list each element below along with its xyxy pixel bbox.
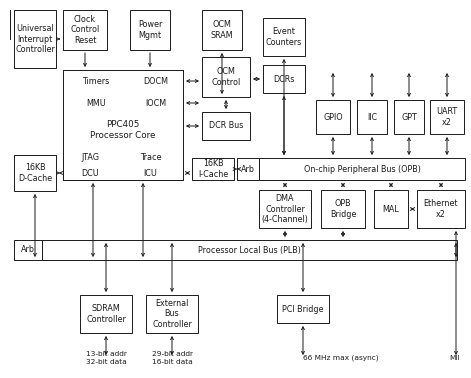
Bar [14,10,56,68]
Bar [129,92,183,114]
Bar [417,190,465,228]
Text: DCR Bus: DCR Bus [209,121,243,130]
Bar [118,148,183,166]
Text: 13-bit addr
32-bit data: 13-bit addr 32-bit data [86,352,126,364]
Text: DMA
Controller
(4-Channel): DMA Controller (4-Channel) [261,194,309,224]
Text: OCM
SRAM: OCM SRAM [211,20,233,40]
Bar [63,10,107,50]
Text: 16KB
D-Cache: 16KB D-Cache [18,163,52,183]
Text: Timers: Timers [82,76,110,85]
Bar [374,190,408,228]
Bar [63,148,118,166]
Bar [118,166,183,180]
Text: External
Bus
Controller: External Bus Controller [152,299,192,329]
Text: Ethernet
x2: Ethernet x2 [424,199,458,219]
Text: IIC: IIC [367,113,377,121]
Text: Clock
Control
Reset: Clock Control Reset [70,15,100,45]
Bar [63,92,129,114]
Text: Universal
Interrupt
Controller: Universal Interrupt Controller [15,24,55,54]
Text: UART
x2: UART x2 [437,107,457,127]
Bar [63,70,129,92]
Bar [63,166,118,180]
Bar [263,18,305,56]
Bar [42,240,457,260]
Bar [14,240,42,260]
Bar [237,158,259,180]
Bar [202,112,250,140]
Text: On-chip Peripheral Bus (OPB): On-chip Peripheral Bus (OPB) [304,164,421,174]
Bar [277,295,329,323]
Text: MMU: MMU [86,99,106,107]
Bar [202,57,250,97]
Text: GPIO: GPIO [323,113,343,121]
Bar [321,190,365,228]
Bar [316,100,350,134]
Text: Arb: Arb [241,164,255,174]
Bar [263,65,305,93]
Bar [63,70,183,180]
Text: PPC405
Processor Core: PPC405 Processor Core [90,120,156,140]
Text: Power
Mgmt: Power Mgmt [138,20,162,40]
Text: JTAG: JTAG [81,152,99,161]
Bar [130,10,170,50]
Text: DCU: DCU [81,169,99,178]
Bar [430,100,464,134]
Bar [192,158,234,180]
Bar [259,190,311,228]
Text: Trace: Trace [140,152,161,161]
Bar [63,70,183,180]
Text: 16KB
I-Cache: 16KB I-Cache [198,159,228,179]
Text: DOCM: DOCM [144,76,169,85]
Bar [202,10,242,50]
Text: Event
Counters: Event Counters [266,27,302,47]
Bar [394,100,424,134]
Text: Processor Local Bus (PLB): Processor Local Bus (PLB) [198,245,301,254]
Bar [80,295,132,333]
Text: GPT: GPT [401,113,417,121]
Bar [129,70,183,92]
Text: MAL: MAL [382,204,399,214]
Text: 66 MHz max (async): 66 MHz max (async) [303,355,379,361]
Text: OCM
Control: OCM Control [211,67,241,87]
Text: ICU: ICU [144,169,157,178]
Bar [259,158,465,180]
Text: SDRAM
Controller: SDRAM Controller [86,304,126,324]
Text: DCRs: DCRs [273,74,295,84]
Text: 29-bit addr
16-bit data: 29-bit addr 16-bit data [152,352,193,364]
Text: MII: MII [450,355,460,361]
Bar [14,155,56,191]
Text: Arb: Arb [21,245,35,254]
Text: PCI Bridge: PCI Bridge [282,305,324,313]
Text: IOCM: IOCM [146,99,167,107]
Bar [357,100,387,134]
Bar [146,295,198,333]
Text: OPB
Bridge: OPB Bridge [330,199,356,219]
